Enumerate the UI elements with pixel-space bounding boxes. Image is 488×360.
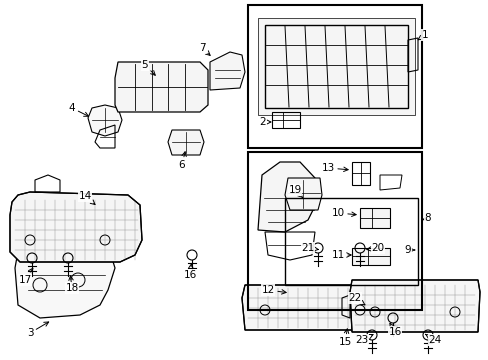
Text: 3: 3 [27, 322, 49, 338]
Text: 1: 1 [417, 30, 427, 40]
Polygon shape [209, 52, 244, 90]
Polygon shape [15, 230, 115, 318]
Text: 6: 6 [178, 152, 186, 170]
Text: 5: 5 [142, 60, 155, 75]
Text: 10: 10 [331, 208, 355, 218]
Polygon shape [258, 162, 317, 232]
Polygon shape [349, 280, 479, 332]
Polygon shape [258, 18, 414, 115]
Text: 16: 16 [183, 264, 196, 280]
Text: 23: 23 [355, 334, 372, 345]
Polygon shape [285, 178, 321, 210]
Bar [247, 152, 421, 310]
Text: 24: 24 [425, 334, 441, 345]
Text: 11: 11 [331, 250, 350, 260]
Polygon shape [262, 288, 377, 300]
Text: 12: 12 [261, 285, 285, 295]
Text: 4: 4 [68, 103, 88, 116]
Text: 13: 13 [321, 163, 347, 173]
Bar [285, 198, 417, 285]
Text: 22: 22 [347, 293, 364, 305]
Bar [247, 5, 421, 148]
Text: 7: 7 [198, 43, 210, 55]
Polygon shape [359, 208, 389, 228]
Polygon shape [351, 248, 389, 265]
Polygon shape [242, 285, 384, 330]
Text: 2: 2 [259, 117, 270, 127]
Text: 14: 14 [78, 191, 95, 204]
Text: 20: 20 [366, 243, 384, 253]
Text: 8: 8 [422, 213, 430, 223]
Text: 9: 9 [404, 245, 414, 255]
Polygon shape [88, 105, 122, 136]
Polygon shape [115, 62, 207, 112]
Text: 19: 19 [288, 185, 302, 198]
Text: 16: 16 [387, 323, 401, 337]
Text: 21: 21 [301, 243, 318, 253]
Text: 15: 15 [338, 329, 351, 347]
Polygon shape [168, 130, 203, 155]
Text: 18: 18 [65, 276, 79, 293]
Polygon shape [10, 192, 142, 262]
Text: 17: 17 [19, 268, 33, 285]
